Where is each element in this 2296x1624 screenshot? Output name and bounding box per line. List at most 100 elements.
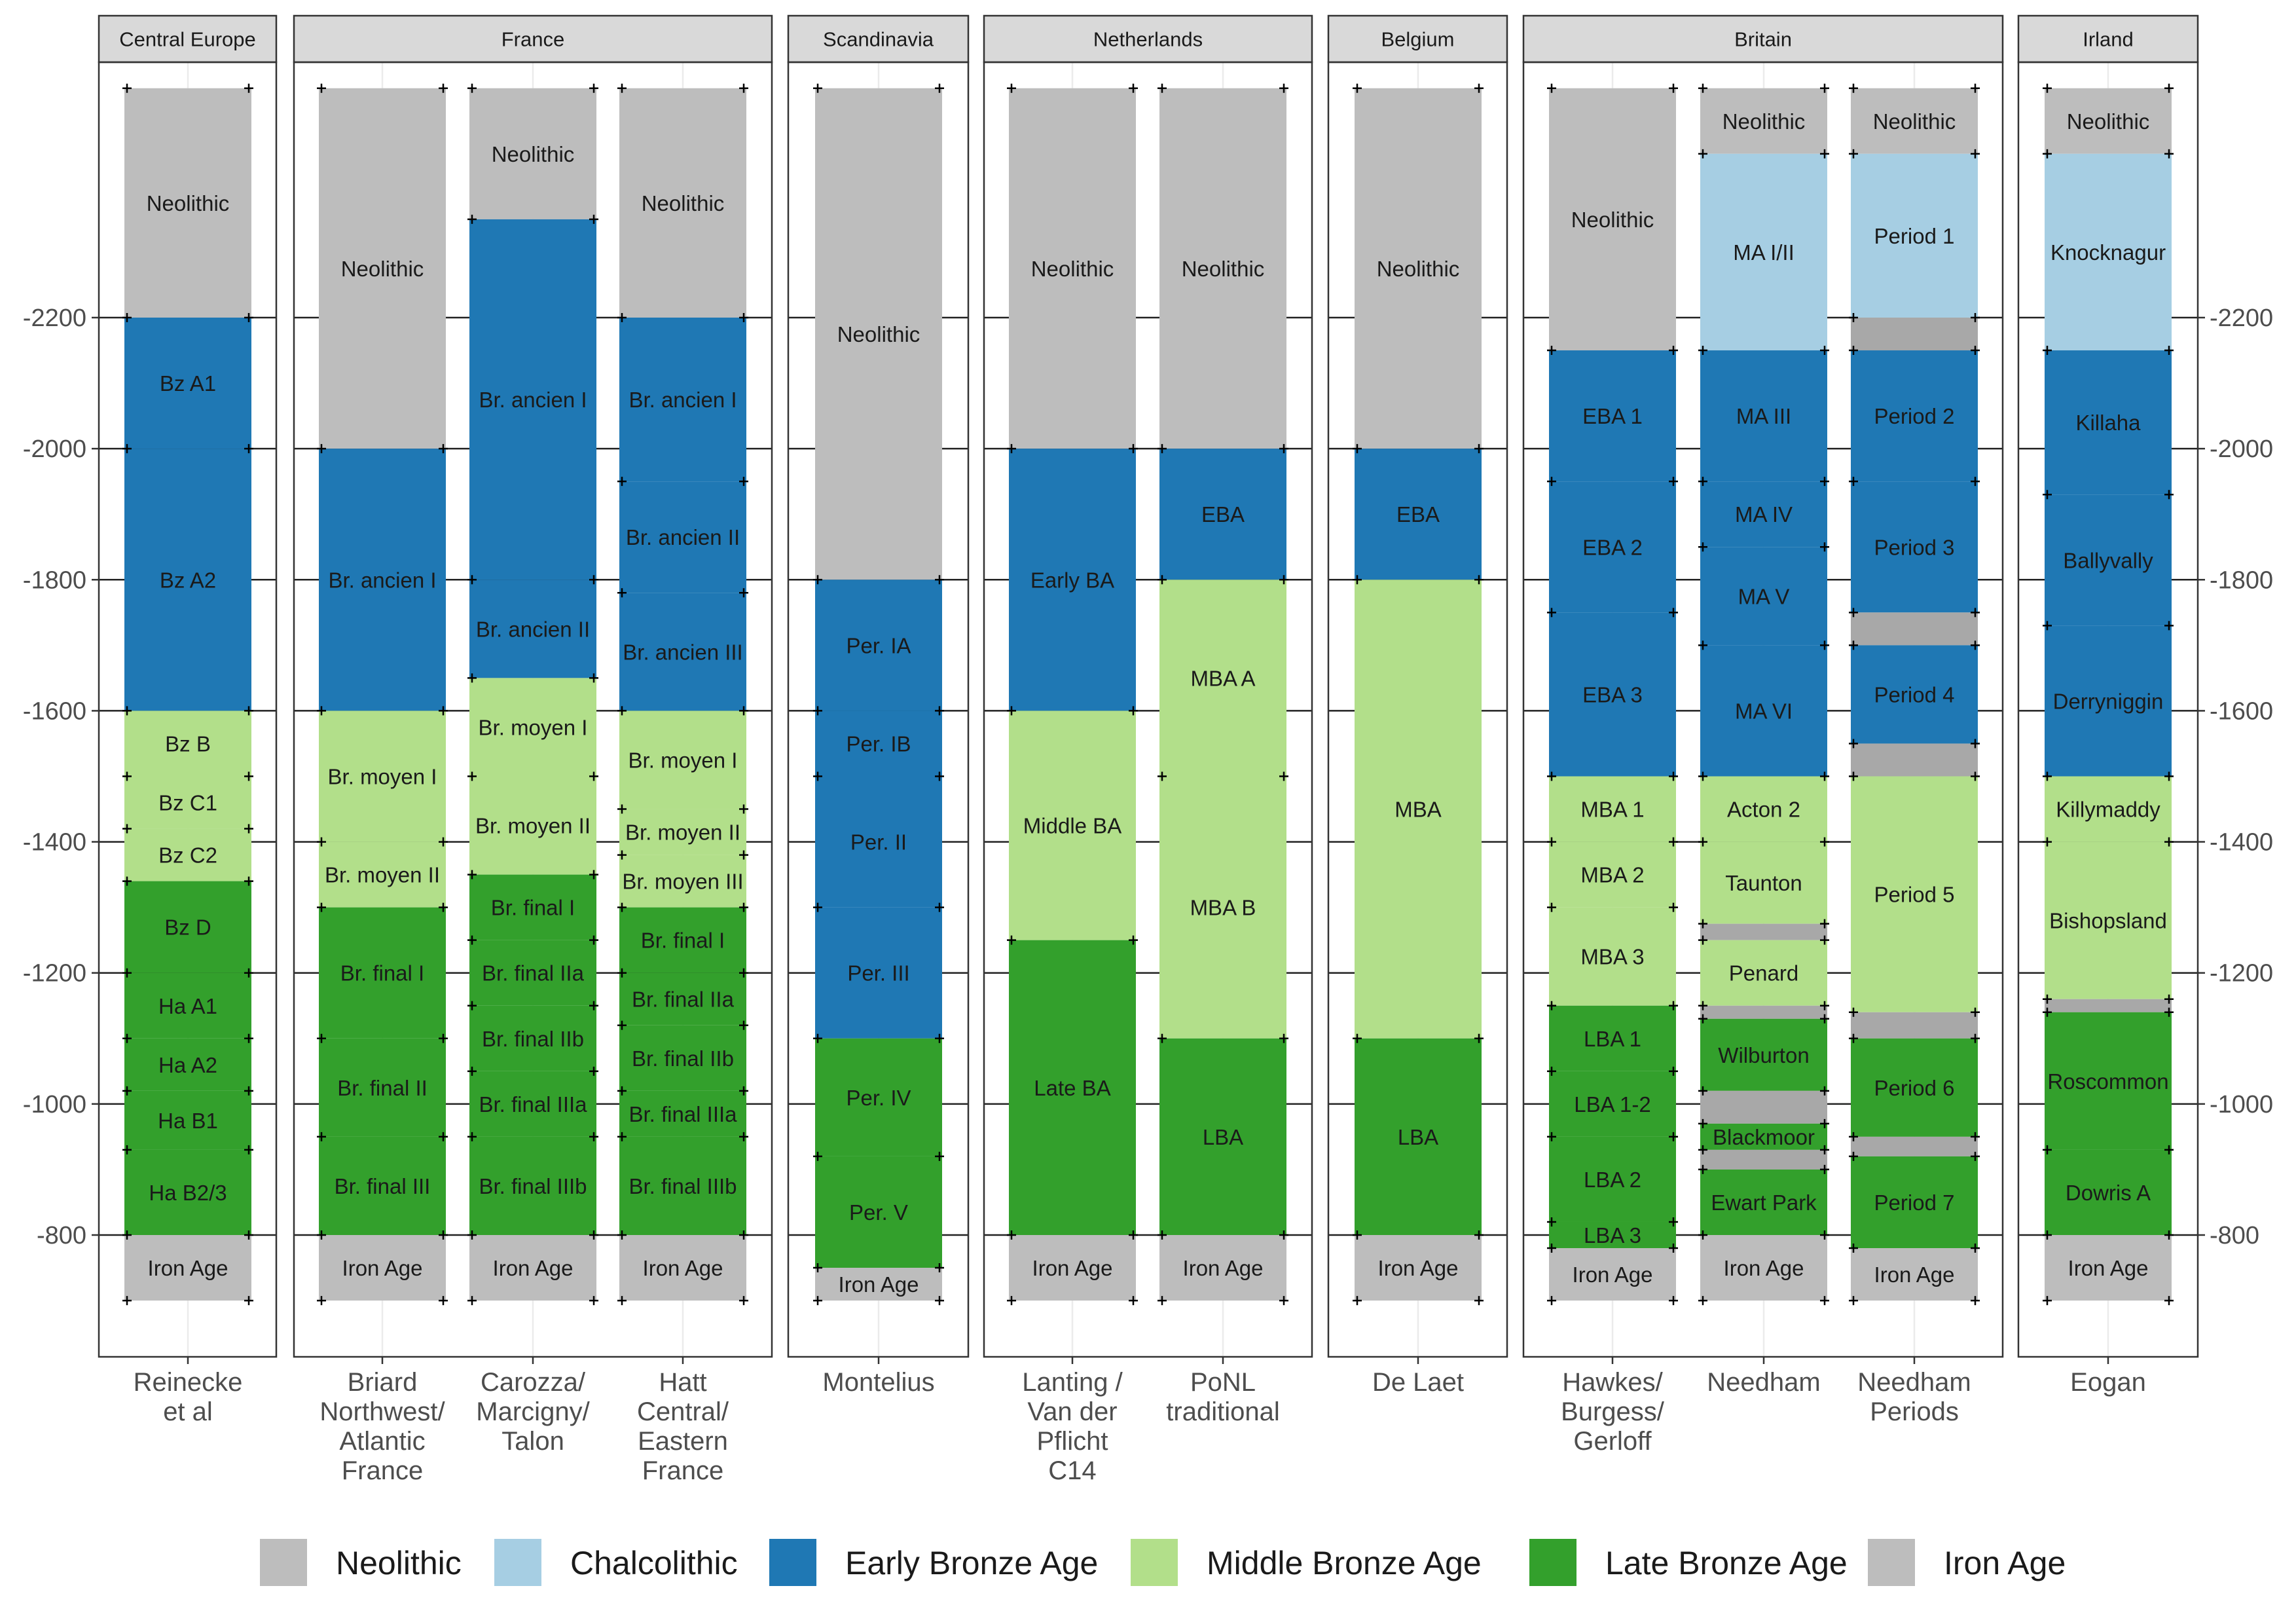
gap-bar [1700, 1090, 1827, 1124]
boundary-marker [1698, 1118, 1707, 1128]
boundary-marker [317, 706, 326, 716]
period-label: Br. ancien I [328, 568, 436, 592]
x-category-label: Hatt Central/Eastern France [637, 1368, 729, 1485]
boundary-marker [1007, 444, 1016, 454]
legend-swatch [1868, 1539, 1915, 1586]
x-category-label: Montelius [822, 1368, 934, 1397]
boundary-marker [467, 771, 477, 781]
y-tick-label-right: -2000 [2210, 435, 2273, 463]
period-bar [619, 972, 746, 1025]
boundary-marker [467, 83, 477, 93]
x-category-label: PoNL traditional [1166, 1368, 1279, 1426]
period-bar [124, 88, 251, 318]
period-bar [2045, 1235, 2172, 1301]
period-bar [319, 1235, 446, 1301]
boundary-marker [1474, 1296, 1484, 1306]
period-bar [815, 1038, 942, 1156]
period-label: Br. final IIIb [629, 1174, 737, 1198]
period-bar [1851, 88, 1978, 154]
gap-bar [1851, 1136, 1978, 1156]
boundary-marker [122, 876, 132, 886]
boundary-marker [439, 706, 448, 716]
boundary-marker [1849, 1296, 1858, 1306]
boundary-marker [1820, 1164, 1829, 1174]
facet-strip: Scandinavia [787, 14, 970, 64]
boundary-marker [244, 313, 253, 322]
y-tick-label-left: -1600 [23, 697, 86, 725]
period-label: MBA 2 [1580, 863, 1644, 887]
period-label: Br. moyen II [625, 821, 740, 845]
boundary-marker [617, 1020, 627, 1030]
period-bar [2045, 625, 2172, 777]
boundary-marker [244, 824, 253, 834]
legend: Neolithic Chalcolithic Early Bronze Age Mid… [260, 1539, 2066, 1586]
boundary-marker [1669, 1296, 1678, 1306]
period-bar [815, 710, 942, 777]
boundary-marker [589, 771, 598, 781]
boundary-marker [1971, 1296, 1980, 1306]
boundary-marker [1820, 935, 1829, 945]
legend-label: Middle Bronze Age [1207, 1545, 1482, 1581]
boundary-marker [1698, 542, 1707, 552]
period-label: Br. moyen II [475, 814, 591, 838]
boundary-marker [1698, 1014, 1707, 1024]
boundary-marker [1547, 608, 1556, 618]
boundary-marker [1849, 1007, 1858, 1017]
period-label: EBA 1 [1582, 404, 1643, 428]
period-bar [1700, 841, 1827, 924]
boundary-marker [1353, 1296, 1362, 1306]
period-label: LBA [1398, 1125, 1438, 1149]
boundary-marker [1157, 1296, 1167, 1306]
period-bar [1851, 1248, 1978, 1301]
boundary-marker [244, 968, 253, 978]
boundary-marker [1849, 1033, 1858, 1043]
period-label: Period 4 [1874, 682, 1955, 707]
boundary-marker [813, 706, 822, 716]
facet-strip-label: Central Europe [119, 28, 256, 51]
period-label: Period 6 [1874, 1076, 1955, 1100]
boundary-marker [813, 1151, 822, 1161]
boundary-marker [1279, 771, 1288, 781]
boundary-marker [244, 876, 253, 886]
period-bar [469, 776, 596, 875]
boundary-marker [439, 1296, 448, 1306]
boundary-marker [439, 902, 448, 912]
period-bar [2045, 841, 2172, 999]
period-bar [1851, 776, 1978, 1012]
period-label: Bishopsland [2049, 909, 2167, 933]
boundary-marker [1157, 444, 1167, 454]
period-bar [1159, 776, 1286, 1039]
boundary-marker [617, 477, 627, 487]
boundary-marker [739, 313, 748, 322]
boundary-marker [1547, 83, 1556, 93]
boundary-marker [1971, 1244, 1980, 1253]
period-label: Killymaddy [2056, 798, 2160, 822]
boundary-marker [1698, 1086, 1707, 1096]
facet-strip-label: Scandinavia [823, 28, 934, 51]
period-label: LBA 2 [1584, 1168, 1641, 1192]
boundary-marker [1129, 83, 1138, 93]
boundary-marker [467, 1132, 477, 1141]
period-label: MBA 1 [1580, 798, 1644, 822]
period-label: Iron Age [1573, 1263, 1653, 1287]
period-label: MBA [1394, 798, 1442, 822]
boundary-marker [317, 837, 326, 847]
period-label: Early BA [1030, 568, 1114, 592]
y-tick-label-left: -1200 [23, 960, 86, 987]
boundary-marker [2043, 837, 2052, 847]
boundary-marker [1698, 1001, 1707, 1010]
facet-strip: Belgium [1327, 14, 1508, 64]
chronology-column: Neolithic EBA MBA LBA Iron Age [1353, 83, 1484, 1306]
period-label: Iron Age [148, 1256, 228, 1280]
boundary-marker [2164, 1007, 2174, 1017]
boundary-marker [2043, 994, 2052, 1004]
period-label: Neolithic [837, 322, 920, 346]
boundary-marker [1669, 1244, 1678, 1253]
boundary-marker [1820, 1086, 1829, 1096]
period-label: Br. final I [641, 929, 725, 953]
boundary-marker [739, 1230, 748, 1240]
period-label: MA V [1738, 584, 1790, 608]
panel-border [983, 61, 1313, 1358]
y-tick-label-left: -2000 [23, 435, 86, 463]
period-bar [319, 88, 446, 449]
